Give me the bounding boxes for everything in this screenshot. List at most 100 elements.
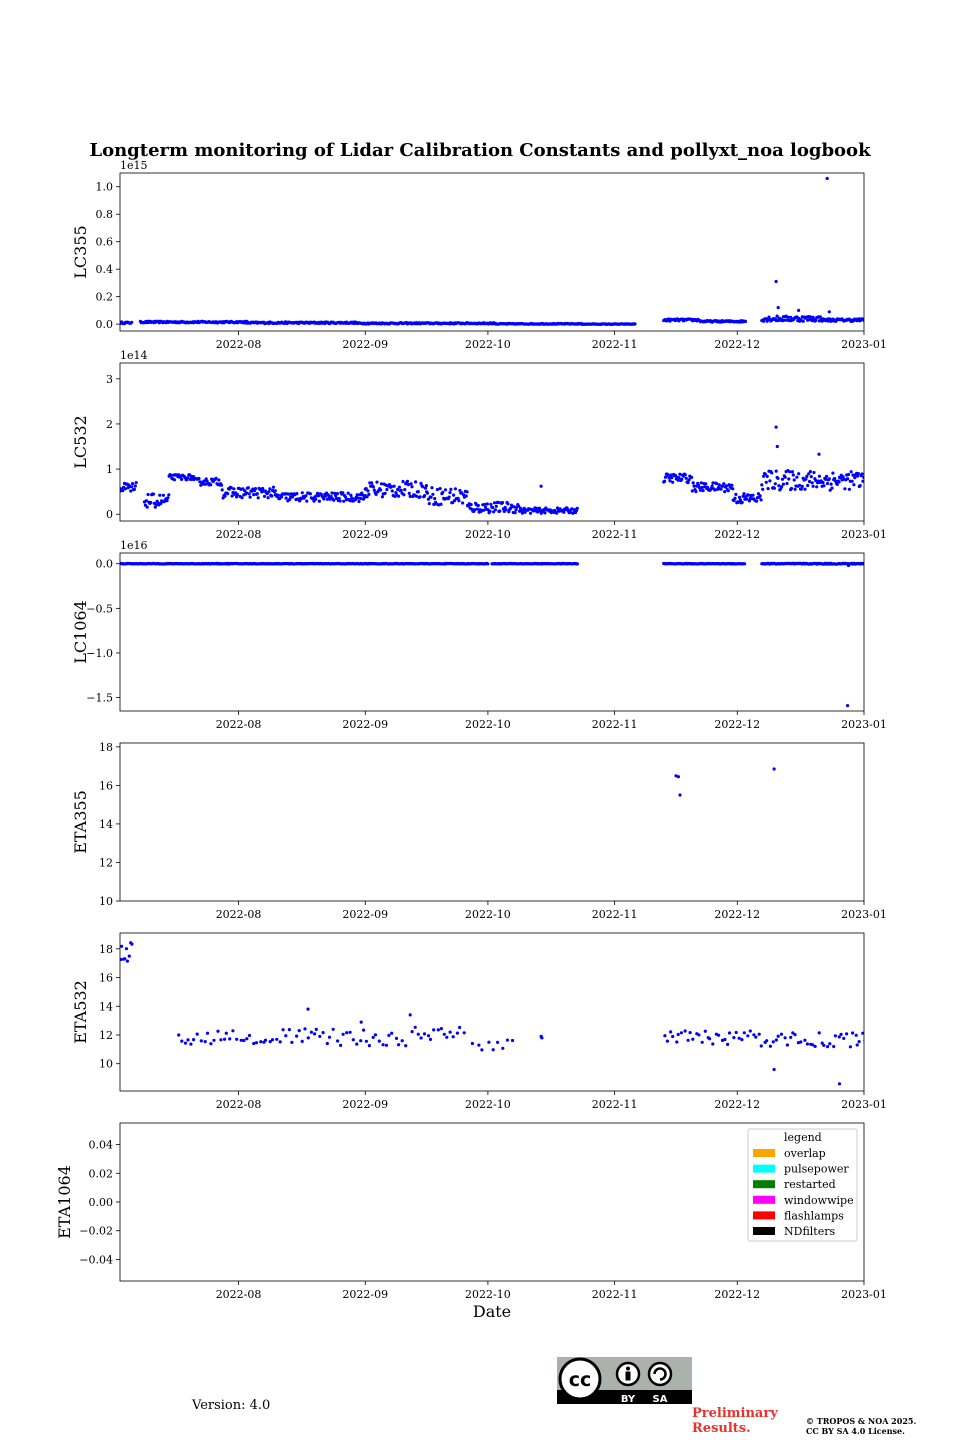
data-point xyxy=(918,486,921,489)
y-tick-label: −1.5 xyxy=(86,692,113,705)
data-point xyxy=(936,562,939,565)
data-point xyxy=(814,479,818,483)
data-point xyxy=(240,496,244,500)
x-tick-label: 2022-12 xyxy=(714,1288,760,1301)
data-point xyxy=(731,487,735,491)
data-point xyxy=(760,483,764,487)
preliminary-line-2: Results. xyxy=(692,1421,751,1436)
data-point xyxy=(724,484,729,488)
data-point xyxy=(932,318,935,321)
data-point xyxy=(418,495,422,499)
data-point xyxy=(916,322,919,325)
data-point xyxy=(688,1031,692,1035)
data-point xyxy=(189,1042,193,1046)
plot-frame xyxy=(119,172,865,332)
data-point xyxy=(820,1041,824,1045)
data-point xyxy=(165,499,169,503)
data-point xyxy=(726,489,730,493)
data-point xyxy=(758,494,762,498)
data-point xyxy=(379,488,383,492)
data-point xyxy=(357,499,361,504)
data-point xyxy=(799,487,804,491)
data-point xyxy=(895,489,898,492)
data-point xyxy=(543,511,547,515)
data-point xyxy=(439,502,443,506)
data-point xyxy=(219,483,224,487)
data-point xyxy=(773,482,777,486)
data-point xyxy=(875,319,878,322)
data-point xyxy=(130,942,134,946)
x-tick-label: 2022-12 xyxy=(714,338,760,351)
legend-swatch-NDfilters xyxy=(753,1227,775,1235)
data-point xyxy=(768,1044,773,1048)
data-point xyxy=(885,490,888,493)
data-point xyxy=(886,491,889,494)
data-point xyxy=(846,472,851,477)
data-point xyxy=(928,321,931,324)
x-axis-label: Date xyxy=(473,1302,511,1321)
data-point xyxy=(849,470,853,474)
data-point xyxy=(895,318,898,321)
data-point xyxy=(828,488,832,492)
data-point xyxy=(276,493,280,497)
data-point xyxy=(699,481,703,485)
data-point xyxy=(822,484,826,488)
y-tick-label: −0.04 xyxy=(79,1253,113,1266)
data-point xyxy=(442,1032,446,1036)
data-point xyxy=(948,321,951,324)
data-point xyxy=(885,562,888,565)
data-point xyxy=(130,320,134,324)
data-point xyxy=(930,1043,933,1046)
data-point xyxy=(883,483,886,486)
data-point xyxy=(414,480,418,484)
x-tick-label: 2022-12 xyxy=(714,528,760,541)
data-point xyxy=(912,1038,915,1041)
data-point xyxy=(309,1030,313,1034)
data-point xyxy=(342,499,346,503)
data-point xyxy=(183,1041,188,1045)
data-point xyxy=(462,1031,466,1035)
data-point xyxy=(955,562,958,565)
data-point xyxy=(906,319,909,322)
data-point xyxy=(885,317,888,320)
data-point xyxy=(371,485,375,489)
data-point xyxy=(470,1041,474,1046)
data-point xyxy=(920,321,923,324)
data-point xyxy=(854,1033,858,1037)
data-point xyxy=(506,502,510,506)
data-point xyxy=(940,562,943,565)
data-point xyxy=(426,1034,431,1038)
data-point xyxy=(426,497,430,501)
data-point xyxy=(931,562,934,565)
data-point xyxy=(438,487,442,491)
data-point xyxy=(882,562,885,565)
data-point xyxy=(540,1036,544,1040)
data-point xyxy=(884,562,887,565)
data-point xyxy=(337,496,341,501)
data-point xyxy=(908,320,911,323)
data-point xyxy=(780,477,785,481)
data-point xyxy=(809,475,813,479)
data-point xyxy=(785,481,789,486)
data-point xyxy=(133,484,137,488)
data-point xyxy=(942,562,945,565)
data-point xyxy=(951,562,954,565)
data-point xyxy=(166,496,170,500)
data-point xyxy=(698,488,703,492)
data-point xyxy=(328,497,332,501)
data-point xyxy=(950,562,953,565)
data-point xyxy=(125,959,129,963)
data-point xyxy=(947,562,950,565)
data-point xyxy=(894,318,897,321)
data-point xyxy=(443,488,448,492)
data-point xyxy=(717,483,721,487)
data-point xyxy=(940,318,943,321)
data-point xyxy=(911,562,914,565)
chart-panels: 0.0 0.2 0.4 0.6 0.8 1.0 2022-08 2022-09 2022-10 2… xyxy=(55,159,958,1321)
data-point xyxy=(913,492,916,495)
data-point xyxy=(741,494,745,498)
data-point xyxy=(708,1037,712,1041)
data-point xyxy=(919,486,922,489)
data-point xyxy=(777,484,781,488)
data-point xyxy=(913,489,916,492)
